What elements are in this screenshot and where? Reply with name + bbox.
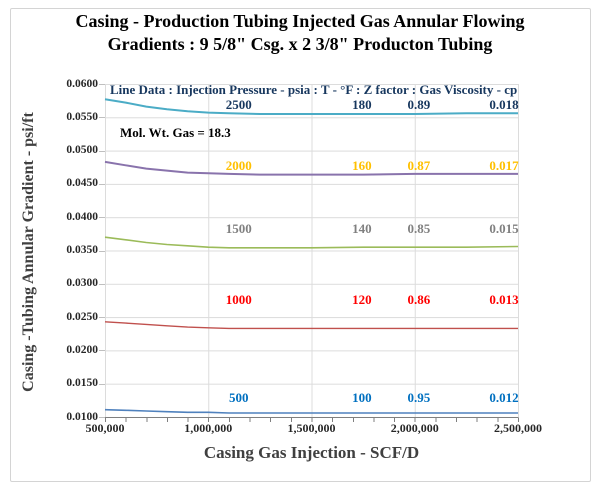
mol-wt-annotation: Mol. Wt. Gas = 18.3 [120, 125, 231, 140]
y-tick-label: 0.0450 [66, 177, 98, 190]
z-factor-label: 0.87 [407, 158, 431, 173]
series-label-row-1000: 1000 120 0.86 0.013 [105, 292, 519, 308]
y-tick-label: 0.0200 [66, 343, 98, 356]
y-tick-mark [99, 150, 105, 152]
x-axis-title: Casing Gas Injection - SCF/D [203, 443, 420, 462]
series-label-row-1500: 1500 140 0.85 0.015 [105, 221, 519, 237]
chart-title: Casing - Production Tubing Injected Gas … [0, 10, 600, 56]
y-tick-mark [99, 283, 105, 285]
gas-viscosity-label: 0.017 [489, 158, 519, 173]
chart-title-line2: Gradients : 9 5/8" Csg. x 2 3/8" Product… [107, 34, 493, 54]
y-tick-mark [99, 183, 105, 185]
chart-title-line1: Casing - Production Tubing Injected Gas … [75, 11, 525, 31]
x-tick-label: 500,000 [85, 421, 125, 435]
series-line-1000-psia [104, 321, 518, 330]
series-line-1500-psia [104, 236, 519, 249]
y-tick-label: 0.0400 [66, 210, 98, 223]
y-tick-label: 0.0250 [66, 310, 98, 323]
temperature-label: 120 [352, 292, 372, 307]
series-label-row-2500: 2500 180 0.89 0.018 [105, 97, 519, 113]
temperature-label: 180 [352, 97, 372, 112]
z-factor-label: 0.86 [407, 292, 431, 307]
injection-pressure-label: 1500 [225, 221, 252, 236]
series-line-2000-psia [104, 160, 518, 176]
temperature-label: 100 [352, 390, 372, 405]
y-tick-mark [99, 383, 105, 385]
series-lines-svg [104, 98, 519, 414]
y-tick-mark [99, 250, 105, 252]
gas-viscosity-label: 0.013 [489, 292, 519, 307]
injection-pressure-label: 2500 [225, 97, 252, 112]
series-label-row-2000: 2000 160 0.87 0.017 [105, 158, 519, 174]
temperature-label: 140 [352, 221, 372, 236]
z-factor-label: 0.85 [407, 221, 431, 236]
y-tick-mark [99, 217, 105, 219]
gas-viscosity-label: 0.015 [489, 221, 519, 236]
x-tick-label: 1,500,000 [287, 421, 336, 435]
series-line-500-psia [104, 408, 518, 414]
plot-area: Line Data : Injection Pressure - psia : … [104, 82, 519, 418]
y-tick-label: 0.0100 [66, 410, 98, 423]
gas-viscosity-label: 0.018 [489, 97, 519, 112]
x-tick-label: 1,000,000 [184, 421, 233, 435]
x-tick-label: 2,000,000 [390, 421, 439, 435]
series-label-row-500: 500 100 0.95 0.012 [105, 390, 519, 406]
y-tick-mark [99, 417, 105, 418]
legend-header: Line Data : Injection Pressure - psia : … [110, 82, 518, 97]
y-tick-mark [99, 350, 105, 352]
series-line-2500-psia [104, 98, 518, 115]
z-factor-label: 0.89 [407, 97, 431, 112]
y-tick-label: 0.0600 [66, 77, 98, 90]
y-tick-mark [99, 84, 105, 85]
y-tick-mark [99, 117, 105, 119]
gas-viscosity-label: 0.012 [489, 390, 519, 405]
injection-pressure-label: 2000 [225, 158, 252, 173]
injection-pressure-label: 1000 [225, 292, 252, 307]
z-factor-label: 0.95 [407, 390, 431, 405]
y-tick-label: 0.0550 [66, 110, 98, 123]
temperature-label: 160 [352, 158, 372, 173]
y-tick-label: 0.0350 [66, 244, 98, 256]
injection-pressure-label: 500 [229, 390, 249, 405]
x-tick-label: 2,500,000 [494, 421, 542, 435]
x-axis-tick-marks [105, 418, 519, 422]
y-tick-label: 0.0150 [66, 377, 98, 390]
y-tick-label: 0.0300 [66, 277, 98, 290]
y-tick-mark [99, 317, 105, 319]
y-tick-label: 0.0500 [66, 144, 98, 157]
